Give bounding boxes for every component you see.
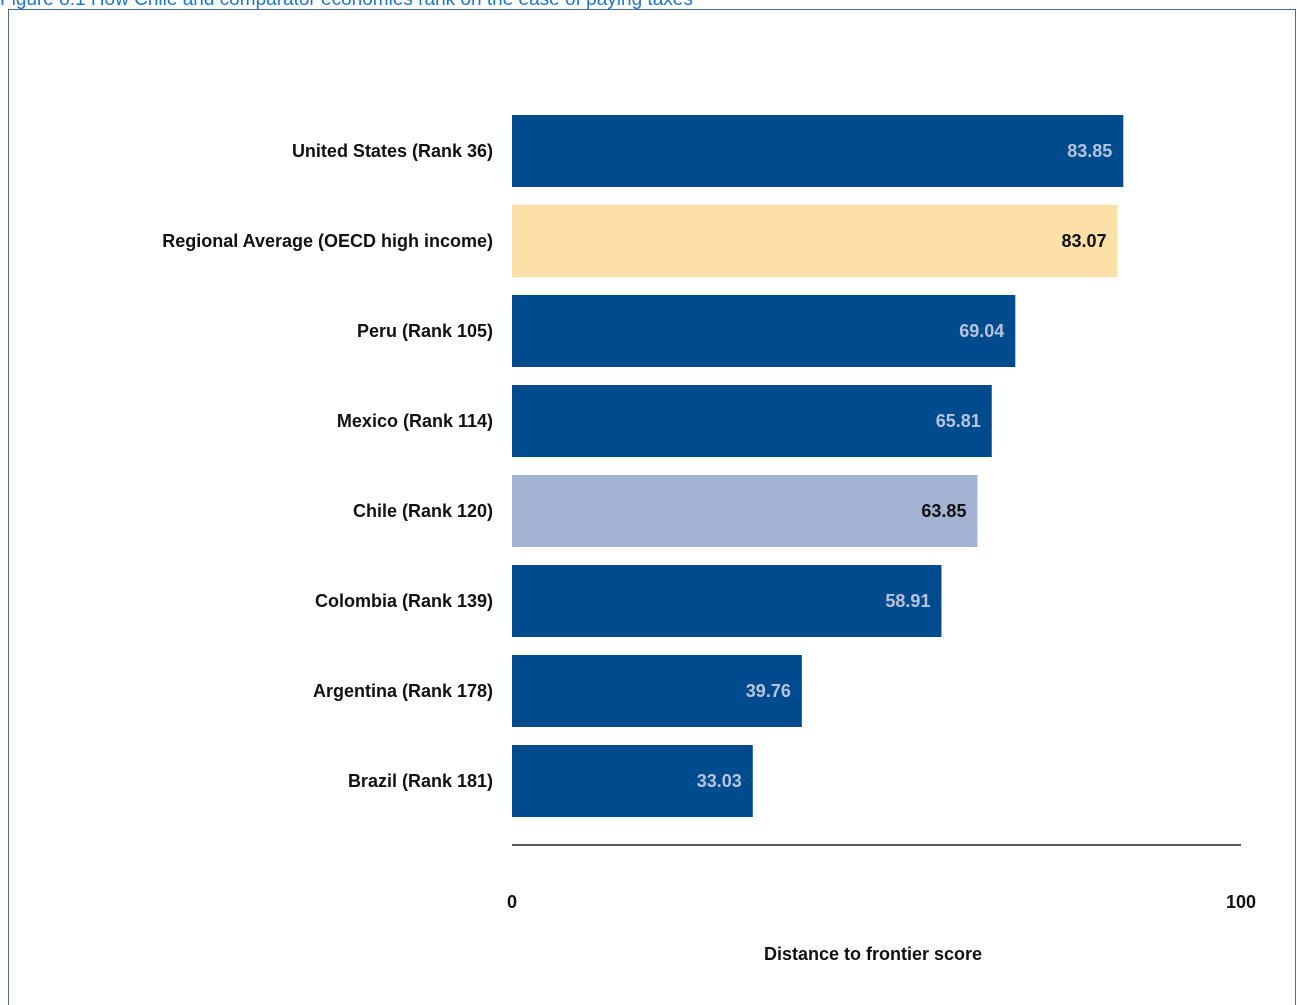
category-label: Mexico (Rank 114) <box>337 411 493 431</box>
bar <box>512 385 992 457</box>
bar <box>512 565 942 637</box>
value-label: 33.03 <box>697 771 742 791</box>
value-label: 58.91 <box>885 591 930 611</box>
bar <box>512 205 1118 277</box>
x-tick-label: 0 <box>507 892 517 912</box>
x-tick-label: 100 <box>1226 892 1256 912</box>
category-label: Chile (Rank 120) <box>353 501 493 521</box>
value-label: 83.85 <box>1067 141 1112 161</box>
bar <box>512 745 753 817</box>
value-label: 39.76 <box>746 681 791 701</box>
figure-caption: Figure 8.1 How Chile and comparator econ… <box>0 0 693 12</box>
value-label: 63.85 <box>921 501 966 521</box>
value-label: 65.81 <box>936 411 981 431</box>
value-label: 83.07 <box>1062 231 1107 251</box>
bar <box>512 295 1016 367</box>
category-label: Peru (Rank 105) <box>357 321 493 341</box>
category-label: Colombia (Rank 139) <box>315 591 493 611</box>
bar <box>512 115 1124 187</box>
category-label: Argentina (Rank 178) <box>313 681 493 701</box>
chart-frame <box>8 9 1296 1005</box>
x-axis-title: Distance to frontier score <box>764 944 982 964</box>
category-label: Brazil (Rank 181) <box>348 771 493 791</box>
category-label: United States (Rank 36) <box>292 141 493 161</box>
bar <box>512 655 802 727</box>
category-label: Regional Average (OECD high income) <box>162 231 493 251</box>
bars-layer: United States (Rank 36) 83.85 Regional Ave… <box>162 115 1124 817</box>
value-label: 69.04 <box>959 321 1004 341</box>
bar <box>512 475 978 547</box>
